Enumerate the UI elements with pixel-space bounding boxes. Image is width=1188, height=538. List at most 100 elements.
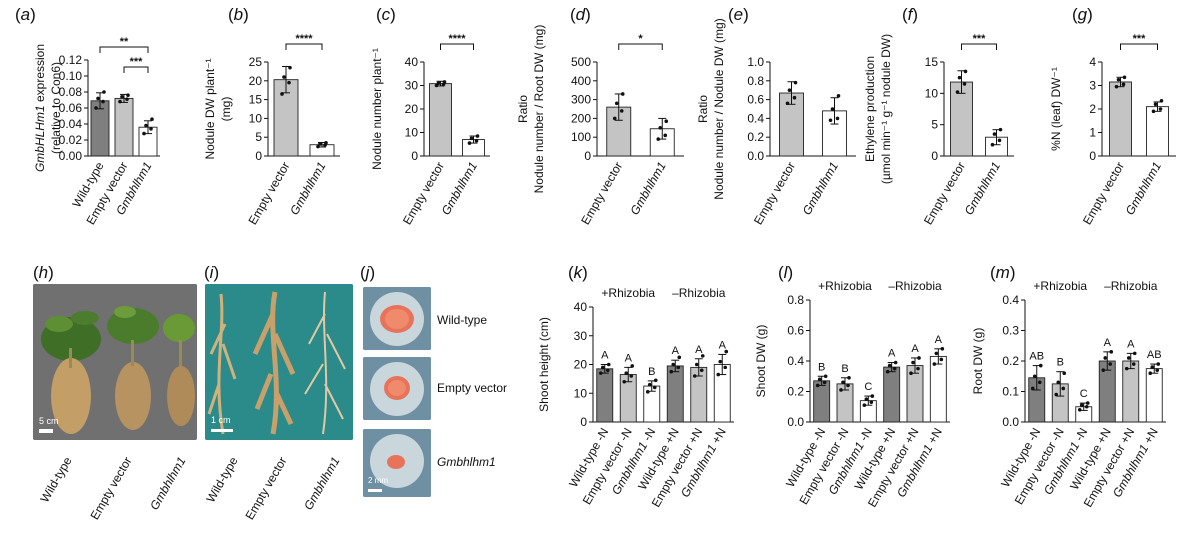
- bar: [883, 366, 901, 423]
- y-tick-label: 200: [571, 111, 591, 125]
- bar: [1122, 360, 1140, 423]
- data-point: [600, 365, 605, 370]
- y-tick-label: 0.10: [59, 69, 83, 83]
- category-label-part: -N: [615, 426, 635, 447]
- paren: ): [390, 5, 396, 24]
- significance-stars: ****: [448, 33, 466, 45]
- paren: (: [990, 263, 996, 282]
- data-point: [864, 397, 869, 401]
- category-label-part: -N: [638, 426, 658, 447]
- y-tick-label: 0.06: [59, 101, 83, 115]
- nodule-section-illustration: [363, 357, 431, 420]
- data-point: [718, 359, 723, 364]
- y-tick-label: 5: [931, 118, 938, 132]
- data-point: [892, 366, 897, 371]
- y-axis-label: Ratio: [696, 95, 710, 123]
- y-tick-label: 2: [1089, 102, 1096, 116]
- bar: [1109, 81, 1132, 157]
- data-point: [830, 107, 835, 111]
- category-label: Gmbhlhm1: [287, 160, 328, 218]
- y-tick-label: 0.2: [747, 130, 764, 144]
- significance-stars: *: [638, 33, 643, 45]
- data-point: [839, 388, 843, 392]
- y-tick-label: 0.4: [787, 354, 804, 368]
- data-point: [1030, 386, 1035, 391]
- data-point: [893, 360, 898, 365]
- significance-letter: A: [1127, 338, 1135, 350]
- category-label-part: vector: [259, 455, 289, 493]
- data-point: [841, 380, 845, 385]
- data-point: [1077, 408, 1082, 412]
- paren: ): [585, 5, 591, 24]
- data-point: [699, 368, 704, 373]
- y-tick-label: 10: [574, 386, 588, 400]
- y-tick-label: 40: [405, 55, 419, 69]
- y-axis-label: Nodule number plant⁻¹: [370, 48, 384, 170]
- data-point: [442, 80, 447, 84]
- category-label-part: -N: [1070, 426, 1090, 447]
- y-tick-label: 1: [1089, 126, 1096, 140]
- y-tick-label: 0: [931, 149, 938, 163]
- data-point: [467, 141, 472, 145]
- category-label-part: vector: [595, 160, 625, 198]
- data-point: [102, 90, 106, 94]
- data-point: [916, 366, 920, 371]
- significance-letter: B: [818, 361, 825, 373]
- y-tick-label: 0: [584, 149, 591, 163]
- data-point: [150, 117, 154, 121]
- data-point: [676, 365, 681, 370]
- bar: [596, 368, 614, 423]
- data-point: [619, 109, 624, 113]
- photo-i-label: Gmbhlhm1: [301, 455, 342, 513]
- data-point: [653, 378, 658, 383]
- data-point: [822, 380, 827, 385]
- data-point: [869, 400, 874, 404]
- data-point: [614, 101, 619, 106]
- y-axis-label: Shoot DW (g): [754, 325, 768, 398]
- data-point: [1121, 82, 1126, 87]
- panel-label-c: (c): [376, 5, 396, 24]
- chart-c: 0 10 20 30 40 Nodule number plant⁻¹ Empty vect…: [370, 33, 490, 227]
- data-point: [118, 99, 122, 104]
- y-tick-label: 20: [249, 74, 263, 88]
- data-point: [1037, 380, 1042, 385]
- y-tick-label: 0: [411, 149, 418, 163]
- y-tick-label: 0.1: [1002, 385, 1019, 399]
- data-point: [815, 383, 820, 388]
- data-point: [793, 80, 798, 85]
- category-label-part: -N: [808, 426, 828, 447]
- data-point: [828, 118, 833, 123]
- data-point: [692, 374, 697, 378]
- plants-illustration: [33, 284, 197, 440]
- data-point: [622, 379, 627, 384]
- y-axis-label: GmbHLHm1 expression: [33, 44, 47, 172]
- y-tick-label: 0.6: [787, 324, 804, 338]
- data-point: [1151, 109, 1156, 114]
- panel-label-d: (d): [570, 5, 591, 24]
- data-point: [149, 127, 153, 131]
- data-point: [658, 126, 663, 130]
- data-point: [1148, 371, 1153, 376]
- data-point: [671, 362, 676, 367]
- significance-letter: B: [648, 366, 655, 378]
- category-label-part: Wild-type: [203, 454, 240, 505]
- data-point: [939, 357, 944, 362]
- panel-label-k: (k): [568, 263, 588, 282]
- paren: (: [360, 263, 366, 282]
- category-label: Gmbhlhm1: [962, 160, 1003, 218]
- y-axis-label: %N (leaf) DW⁻¹: [1049, 67, 1063, 151]
- significance-stars: ****: [295, 33, 313, 45]
- data-point: [606, 362, 611, 367]
- data-point: [469, 136, 474, 141]
- y-tick-label: 0.02: [59, 133, 83, 147]
- data-point: [870, 394, 875, 398]
- y-tick-label: 20: [405, 102, 419, 116]
- y-axis-label: (relative to Con6): [49, 62, 63, 154]
- data-point: [282, 75, 286, 79]
- photo-h-label: Empty vector: [87, 455, 134, 523]
- data-point: [911, 360, 915, 365]
- data-point: [723, 365, 728, 370]
- nodule-section-illustration: [363, 287, 431, 350]
- significance-bracket: [961, 43, 997, 50]
